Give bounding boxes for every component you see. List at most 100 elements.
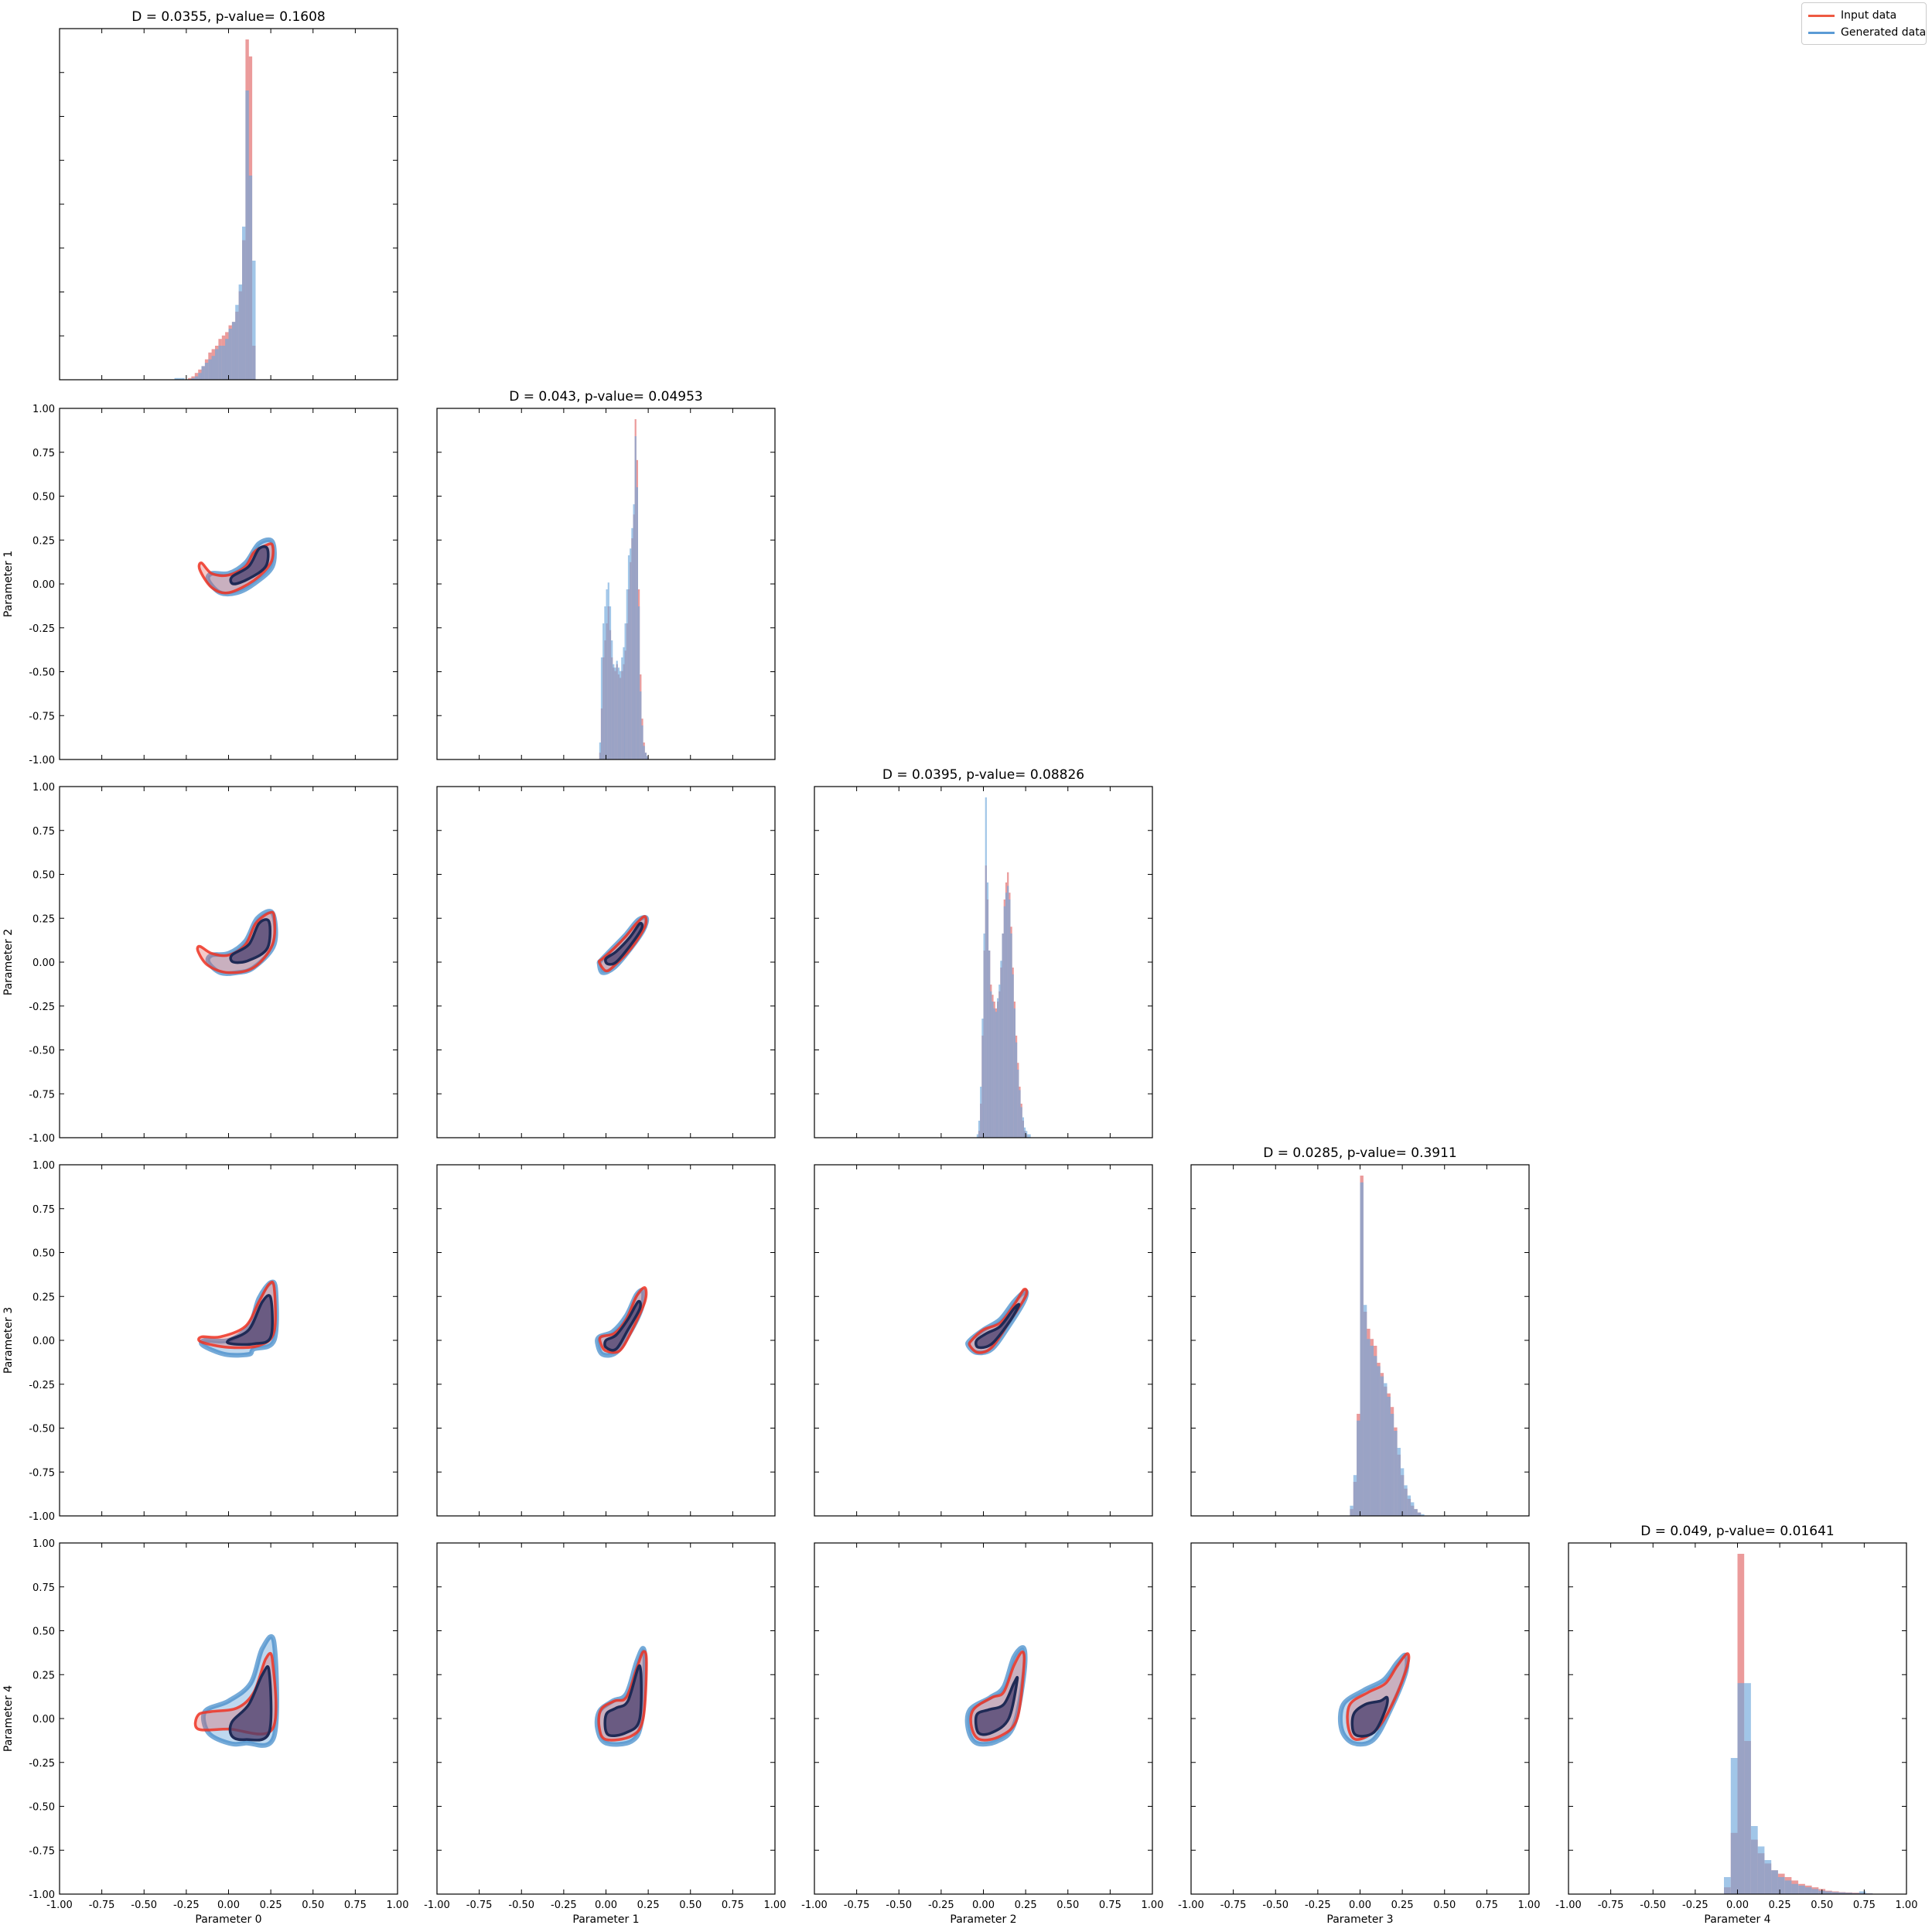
x-tick-label: 0.75 bbox=[1853, 1900, 1876, 1911]
hist-bar-generated bbox=[1757, 1846, 1765, 1894]
hist-bar-generated bbox=[1015, 1042, 1018, 1138]
hist-bar-generated bbox=[1724, 1877, 1731, 1894]
diag-title-1: D = 0.043, p-value= 0.04953 bbox=[509, 389, 702, 404]
panel-frame-r3-c2 bbox=[814, 1164, 1153, 1517]
hist-bar-generated bbox=[1730, 1758, 1738, 1894]
y-tick-label: 0.50 bbox=[32, 492, 55, 503]
y-tick-label: 0.50 bbox=[32, 1626, 55, 1638]
panel-frame-r3-c0 bbox=[59, 1164, 398, 1517]
y-tick-label: -1.00 bbox=[29, 755, 55, 766]
hist-bar-generated bbox=[1363, 1305, 1367, 1516]
panel-r2-c1 bbox=[436, 786, 776, 1138]
hist-bar-generated bbox=[983, 934, 985, 1138]
hist-bar-generated bbox=[1350, 1505, 1353, 1516]
x-tick-label: -1.00 bbox=[46, 1900, 73, 1911]
hist-bar-generated bbox=[181, 377, 185, 380]
hist-bar-generated bbox=[981, 1019, 984, 1138]
x-tick-label: 1.00 bbox=[387, 1900, 409, 1911]
hist-bar-generated bbox=[1417, 1512, 1422, 1516]
hist-bar-generated bbox=[1831, 1892, 1839, 1894]
x-tick-label: 0.25 bbox=[1015, 1900, 1037, 1911]
panel-frame-r2-c1 bbox=[436, 786, 776, 1138]
x-axis-label: Parameter 2 bbox=[950, 1913, 1016, 1926]
contour-inner bbox=[603, 1664, 643, 1738]
hist-bar-generated bbox=[1026, 1131, 1028, 1138]
x-tick-label: 0.75 bbox=[1099, 1900, 1121, 1911]
x-tick-label: 0.50 bbox=[1056, 1900, 1079, 1911]
hist-bar-generated bbox=[602, 623, 605, 759]
hist-bar-generated bbox=[1017, 1070, 1019, 1138]
hist-bar-generated bbox=[191, 377, 195, 380]
panel-r3-c0: -1.00 -0.75 -0.50 -0.25 0.00 0.25 0.50 0.75 1.00… bbox=[2, 1160, 398, 1523]
legend-label-generated: Generated data bbox=[1841, 26, 1927, 39]
x-tick-label: 0.75 bbox=[1476, 1900, 1498, 1911]
x-tick-label: 0.25 bbox=[637, 1900, 660, 1911]
y-axis-label: Parameter 1 bbox=[2, 551, 15, 617]
hist-bar-generated bbox=[215, 349, 219, 380]
hist-bar-generated bbox=[980, 1087, 982, 1138]
hist-bar-generated bbox=[1777, 1877, 1785, 1894]
hist-bar-generated bbox=[1370, 1346, 1374, 1516]
y-tick-label: 0.25 bbox=[32, 1292, 55, 1303]
diag-title-2: D = 0.0395, p-value= 0.08826 bbox=[882, 767, 1084, 783]
hist-bar-generated bbox=[630, 548, 632, 759]
hist-bar-generated bbox=[609, 606, 612, 759]
hist-bar-generated bbox=[221, 346, 226, 380]
y-tick-label: -0.75 bbox=[29, 1089, 55, 1101]
panel-frame-r2-c2 bbox=[814, 786, 1153, 1138]
hist-bar-generated bbox=[1384, 1383, 1388, 1516]
panel-r1-c0: -1.00 -0.75 -0.50 -0.25 0.00 0.25 0.50 0.75 1.00… bbox=[2, 404, 398, 766]
hist-bar-generated bbox=[204, 363, 209, 380]
x-tick-label: 0.50 bbox=[1811, 1900, 1833, 1911]
contour-inner bbox=[974, 1676, 1019, 1736]
hist-bar-generated bbox=[201, 366, 205, 380]
y-tick-label: 0.25 bbox=[32, 1670, 55, 1681]
x-tick-label: 1.00 bbox=[764, 1900, 787, 1911]
hist-bar-generated bbox=[1852, 1893, 1859, 1894]
x-tick-label: 0.00 bbox=[217, 1900, 240, 1911]
panel-frame-r4-c1 bbox=[436, 1542, 776, 1895]
hist-bar-generated bbox=[990, 991, 992, 1138]
panel-r2-c0: -1.00 -0.75 -0.50 -0.25 0.00 0.25 0.50 0.75 1.00… bbox=[2, 782, 398, 1145]
hist-bar-generated bbox=[252, 261, 256, 380]
x-tick-label: -0.75 bbox=[844, 1900, 870, 1911]
y-tick-label: -1.00 bbox=[29, 1133, 55, 1145]
x-tick-label: 0.25 bbox=[1391, 1900, 1414, 1911]
hist-bar-generated bbox=[1764, 1860, 1772, 1894]
y-tick-label: 0.00 bbox=[32, 579, 55, 591]
hist-bar-generated bbox=[1013, 1008, 1015, 1138]
hist-bar-generated bbox=[1791, 1883, 1799, 1894]
x-tick-label: 1.00 bbox=[1518, 1900, 1541, 1911]
hist-bar-generated bbox=[1404, 1485, 1408, 1516]
x-tick-label: -0.25 bbox=[1305, 1900, 1331, 1911]
hist-bar-generated bbox=[1411, 1502, 1415, 1516]
legend-label-input: Input data bbox=[1841, 9, 1897, 22]
hist-bar-generated bbox=[208, 359, 212, 380]
hist-bar-generated bbox=[1010, 934, 1012, 1138]
hist-bar-generated bbox=[611, 640, 613, 759]
hist-bar-generated bbox=[1394, 1431, 1398, 1516]
panel-frame-r3-c1 bbox=[436, 1164, 776, 1517]
hist-bar-generated bbox=[600, 657, 603, 759]
y-tick-label: -0.50 bbox=[29, 1802, 55, 1814]
hist-bar-generated bbox=[238, 284, 242, 380]
x-tick-label: 0.00 bbox=[595, 1900, 617, 1911]
hist-bar-generated bbox=[993, 1008, 995, 1138]
hist-bar-generated bbox=[997, 998, 999, 1138]
y-tick-label: -0.25 bbox=[29, 1758, 55, 1770]
y-tick-label: 0.00 bbox=[32, 957, 55, 969]
panel-r4-c1: -1.00 -0.75 -0.50 -0.25 0.00 0.25 0.50 0.75 1.00… bbox=[424, 1542, 787, 1926]
x-tick-label: 0.00 bbox=[972, 1900, 995, 1911]
panel-frame-r4-c4 bbox=[1568, 1542, 1907, 1895]
x-tick-label: 0.50 bbox=[302, 1900, 324, 1911]
hist-bar-generated bbox=[1012, 974, 1014, 1138]
hist-bar-generated bbox=[646, 756, 649, 759]
panel-r4-c2: -1.00 -0.75 -0.50 -0.25 0.00 0.25 0.50 0.75 1.00… bbox=[801, 1542, 1163, 1926]
y-tick-label: 0.75 bbox=[32, 826, 55, 838]
hist-bar-generated bbox=[606, 589, 608, 759]
panel-r4-c0: -1.00 -0.75 -0.50 -0.25 0.00 0.25 0.50 0.75 1.00… bbox=[2, 1538, 408, 1926]
hist-bar-generated bbox=[211, 356, 215, 380]
hist-bar-generated bbox=[1027, 1134, 1029, 1138]
y-tick-label: -1.00 bbox=[29, 1511, 55, 1523]
